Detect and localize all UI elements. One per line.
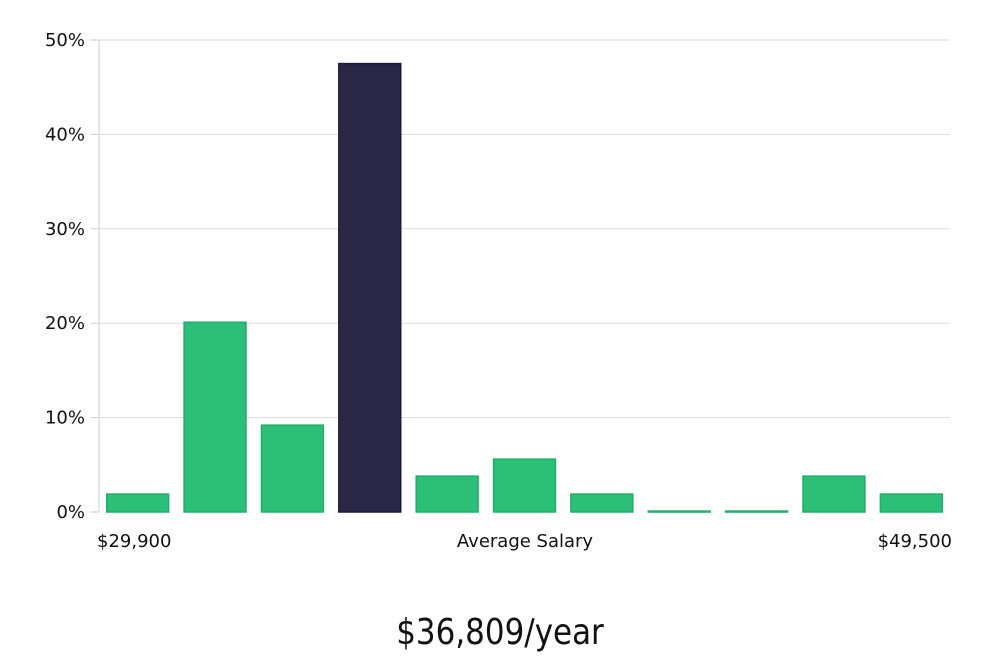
bar	[105, 493, 170, 513]
bar	[570, 493, 634, 513]
y-tick-label: 10%	[45, 408, 85, 429]
y-tick-label: 50%	[45, 30, 85, 51]
y-tick-label: 20%	[45, 313, 85, 334]
y-tick-label: 40%	[45, 124, 85, 145]
y-tick-label: 30%	[45, 219, 85, 240]
bars	[105, 62, 944, 513]
bar	[647, 510, 711, 513]
bar	[492, 458, 557, 513]
bar	[802, 475, 866, 513]
x-max-label: $49,500	[878, 531, 952, 552]
bar	[260, 424, 325, 513]
bar	[879, 493, 944, 513]
x-axis-title: Average Salary	[457, 531, 594, 552]
average-salary-headline: $36,809/year	[396, 612, 604, 653]
y-tick-label: 0%	[56, 502, 85, 523]
x-min-label: $29,900	[97, 531, 171, 552]
bar	[183, 321, 247, 513]
bar	[415, 475, 479, 513]
bar	[724, 510, 789, 513]
bar-highlighted	[338, 62, 402, 513]
y-axis-ticks: 0% 10% 20% 30% 40% 50%	[45, 30, 99, 523]
